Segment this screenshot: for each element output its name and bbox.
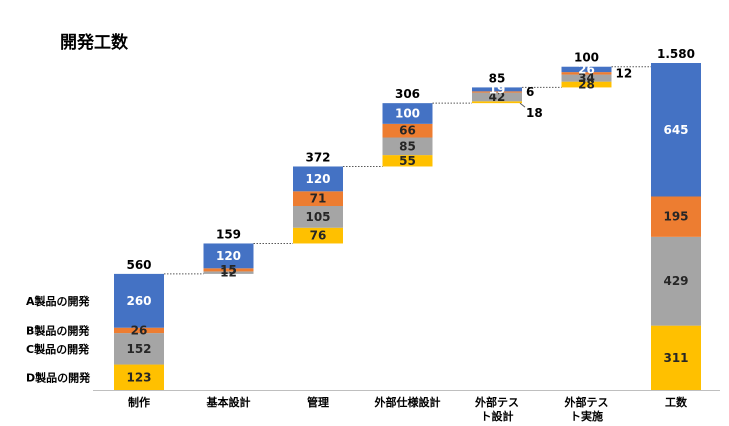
bar-segment-cat6-s3 [561, 72, 612, 75]
total-label-cat3: 372 [305, 150, 330, 164]
x-tick-cat5: 外部テスト設計 [474, 395, 519, 423]
bar-segment-cat6-s1 [561, 81, 612, 88]
bar-segment-cat5-s3 [472, 91, 522, 93]
bar-segment-cat4-s1 [382, 155, 433, 167]
data-label-cat2-s3: 15 [220, 263, 237, 277]
data-label-cat1-s4: 260 [126, 294, 151, 308]
data-label-cat6-s3: 12 [616, 66, 633, 80]
bar-segment-cat6-s4 [561, 66, 612, 73]
bar-segment-cat5-s2 [472, 92, 522, 102]
total-labels: 560 159 372 306 85 100 1.580 [126, 47, 695, 272]
legend: A製品の開発 B製品の開発 C製品の開発 D製品の開発 [26, 294, 91, 384]
data-label-cat2-s4: 120 [216, 249, 241, 263]
legend-item-3: C製品の開発 [26, 342, 90, 356]
leader-line-cat5-s1 [519, 102, 526, 108]
data-label-cat3-s1: 76 [310, 229, 327, 243]
data-label-cat1-s2: 152 [126, 342, 151, 356]
total-label-cat2: 159 [216, 227, 241, 241]
total-label-cat6: 100 [574, 51, 599, 65]
total-label-cat7: 1.580 [657, 47, 695, 61]
data-label-cat6-s4: 26 [578, 62, 595, 76]
x-axis: 制作 基本設計 管理 外部仕様設計 外部テスト設計 外部テスト実施 工数 [93, 390, 720, 423]
data-label-cat7-s1: 311 [663, 351, 688, 365]
data-label-cat4-s3: 66 [399, 124, 416, 138]
connector-lines [164, 66, 651, 275]
x-tick-cat7: 工数 [665, 395, 688, 409]
legend-item-1: A製品の開発 [26, 294, 91, 308]
x-tick-cat1: 制作 [128, 395, 150, 409]
bar-segment-cat4-s3 [382, 123, 433, 138]
bar-segment-cat7-s1 [651, 325, 701, 390]
total-label-cat5: 85 [489, 71, 506, 85]
bar-segment-cat1-s1 [114, 364, 164, 390]
legend-item-4: D製品の開発 [26, 370, 91, 384]
data-label-cat7-s3: 195 [663, 210, 688, 224]
bar-segment-cat2-s4 [203, 243, 254, 269]
data-label-cat1-s3: 26 [131, 323, 148, 337]
data-label-cat4-s4: 100 [395, 107, 420, 121]
data-label-cat2-s2: 12 [220, 266, 237, 280]
data-label-cat5-s1: 18 [526, 106, 543, 120]
bar-segment-cat5-s4 [472, 87, 522, 92]
legend-item-2: B製品の開発 [26, 323, 90, 337]
bar-segment-cat7-s3 [651, 196, 701, 237]
bar-segment-cat1-s3 [114, 327, 164, 334]
data-label-cat4-s1: 55 [399, 154, 416, 168]
bar-segment-cat7-s2 [651, 236, 701, 326]
x-tick-cat6: 外部テスト実施 [564, 395, 609, 423]
data-label-cat6-s1: 28 [578, 78, 595, 92]
data-label-cat6-s2: 34 [578, 71, 595, 85]
bar-segment-cat3-s1 [293, 227, 343, 244]
bar-segment-cat4-s4 [382, 103, 433, 124]
bar-segment-cat1-s2 [114, 333, 164, 365]
data-label-cat4-s2: 85 [399, 139, 416, 153]
data-label-cat3-s3: 71 [310, 192, 327, 206]
data-label-cat3-s2: 105 [305, 210, 330, 224]
data-label-cat1-s1: 123 [126, 370, 151, 384]
data-label-cat7-s2: 429 [663, 274, 688, 288]
data-label-cat5-s4: 19 [489, 82, 506, 96]
bar-segment-cat6-s2 [561, 74, 612, 82]
bar-segment-cat2-s2 [203, 271, 254, 274]
total-label-cat4: 306 [395, 87, 420, 101]
chart-title: 開発工数 [60, 32, 129, 53]
bar-segment-cat3-s4 [293, 166, 343, 192]
x-tick-cat2: 基本設計 [206, 395, 251, 409]
bar-segment-cat3-s2 [293, 206, 343, 228]
data-label-cat5-s3: 6 [526, 85, 534, 99]
data-label-cat3-s4: 120 [305, 172, 330, 186]
bar-segments [114, 63, 701, 390]
bar-segment-cat2-s3 [203, 268, 254, 272]
total-label-cat1: 560 [126, 258, 151, 272]
x-tick-cat4: 外部仕様設計 [374, 395, 441, 409]
bar-segment-cat3-s3 [293, 191, 343, 207]
data-label-cat7-s4: 645 [663, 123, 688, 137]
bar-segment-cat7-s4 [651, 63, 701, 197]
bar-segment-cat1-s4 [114, 273, 164, 328]
data-label-cat5-s2: 42 [489, 90, 506, 104]
bar-segment-cat4-s2 [382, 137, 433, 156]
bar-segment-cat5-s1 [472, 101, 522, 104]
x-tick-cat3: 管理 [307, 395, 329, 409]
